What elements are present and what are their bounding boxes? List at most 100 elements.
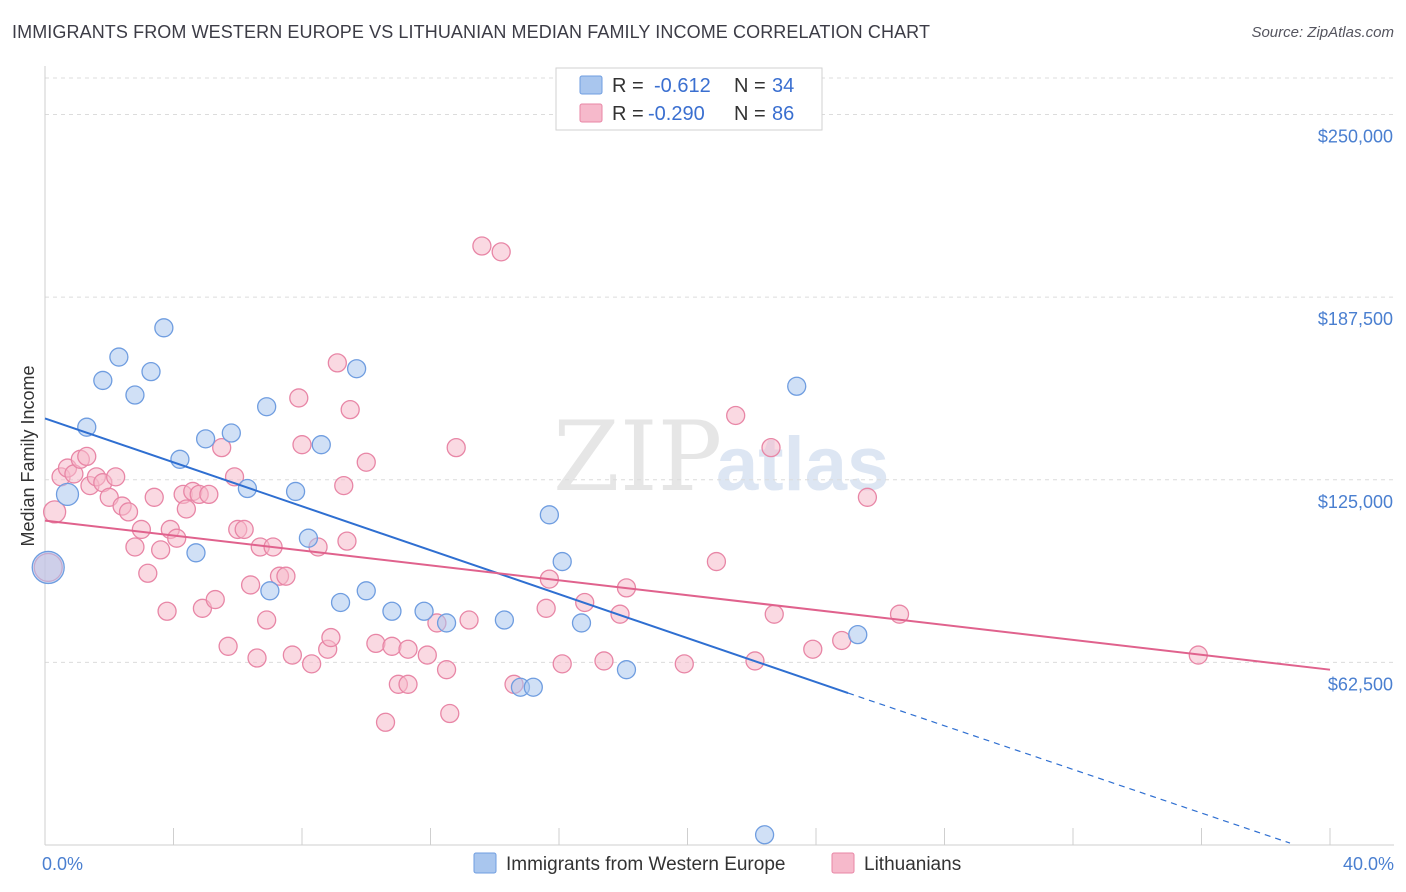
point-lithuanian: [125, 537, 145, 557]
axes: [44, 66, 1394, 846]
bottom-legend-swatch-blue: [473, 852, 497, 874]
point-lithuanian: [199, 484, 219, 505]
legend-r-label-2: R =: [612, 103, 644, 125]
point-lithuanian: [276, 566, 296, 586]
legend-r-value-1: -0.612: [654, 75, 711, 97]
point-lithuanian: [356, 452, 376, 472]
point-lithuanian: [440, 703, 460, 724]
point-western-europe: [260, 581, 280, 601]
point-western-europe: [356, 581, 376, 601]
point-lithuanian: [334, 475, 354, 496]
point-western-europe: [285, 481, 306, 502]
point-lithuanian: [761, 437, 781, 458]
point-western-europe: [552, 551, 572, 572]
y-axis-title: Median Family Income: [18, 365, 38, 546]
legend-n-label-2: N =: [734, 103, 766, 125]
trend-line-western-europe: [44, 417, 849, 695]
point-lithuanian: [205, 589, 225, 610]
point-lithuanian: [594, 651, 614, 671]
point-lithuanian: [282, 645, 303, 665]
bottom-legend-swatch-pink: [831, 852, 855, 874]
x-tick-label-min: 0.0%: [42, 854, 83, 874]
watermark-zip: ZIP: [553, 401, 722, 513]
point-lithuanian: [459, 610, 479, 630]
point-lithuanian: [417, 645, 437, 665]
legend-r-label-1: R =: [612, 75, 644, 97]
point-lithuanian: [138, 563, 158, 583]
point-lithuanian: [212, 437, 232, 458]
point-lithuanian: [340, 399, 360, 420]
point-western-europe: [154, 318, 174, 338]
point-lithuanian: [218, 636, 238, 656]
point-lithuanian: [491, 242, 511, 262]
top-legend: R = -0.612 N = 34 R = -0.290 N = 86: [555, 67, 823, 131]
point-western-europe: [170, 449, 190, 469]
point-lithuanian: [398, 639, 418, 659]
point-lithuanian: [327, 353, 347, 373]
point-western-europe: [141, 362, 161, 382]
point-lithuanian: [398, 674, 418, 694]
point-western-europe: [257, 397, 277, 417]
point-lithuanian: [536, 598, 556, 618]
point-lithuanian: [674, 654, 694, 674]
legend-swatch-pink: [579, 103, 603, 123]
grid-lines: [45, 77, 1394, 663]
point-lithuanian: [150, 540, 171, 560]
bottom-legend-label-pink: Lithuanians: [864, 854, 961, 875]
y-tick-label: $62,500: [1328, 674, 1393, 694]
point-lithuanian: [382, 636, 402, 656]
point-western-europe: [571, 613, 592, 633]
point-western-europe: [186, 543, 206, 563]
point-western-europe: [93, 370, 113, 391]
point-lithuanian: [803, 639, 823, 659]
bottom-legend-label-blue: Immigrants from Western Europe: [506, 854, 785, 875]
point-western-europe: [539, 505, 560, 525]
point-western-europe: [754, 825, 775, 845]
point-lithuanian: [144, 487, 164, 507]
point-western-europe: [616, 660, 637, 680]
point-lithuanian: [366, 633, 386, 654]
y-tick-labels: $62,500 $125,000 $187,500 $250,000: [1318, 127, 1393, 695]
point-lithuanian: [301, 654, 322, 674]
point-lithuanian: [131, 519, 152, 540]
trend-line-western-europe-extension: [847, 692, 1291, 844]
point-western-europe: [330, 592, 351, 613]
point-lithuanian: [552, 654, 572, 674]
point-lithuanian: [436, 660, 457, 680]
point-western-europe: [523, 677, 543, 697]
y-tick-label: $125,000: [1318, 492, 1393, 512]
point-lithuanian: [118, 502, 139, 522]
point-western-europe: [298, 528, 319, 548]
point-lithuanian: [106, 467, 126, 487]
point-western-europe: [382, 601, 402, 621]
point-lithuanian: [157, 601, 177, 621]
point-lithuanian: [176, 499, 197, 519]
trend-line-lithuanian: [44, 519, 1331, 671]
point-lithuanian: [167, 528, 187, 548]
y-tick-label: $187,500: [1318, 309, 1393, 329]
point-western-europe: [848, 624, 868, 645]
point-western-europe: [494, 610, 515, 630]
point-lithuanian: [375, 712, 396, 732]
point-western-europe: [125, 385, 145, 405]
point-lithuanian: [289, 388, 309, 408]
point-western-europe: [787, 376, 807, 396]
point-lithuanian: [240, 575, 261, 595]
source-label: Source: ZipAtlas.com: [1251, 24, 1394, 41]
point-lithuanian: [234, 519, 254, 540]
point-lithuanian: [337, 531, 357, 551]
point-lithuanian: [257, 610, 277, 630]
point-lithuanian: [42, 500, 67, 524]
point-western-europe: [109, 347, 129, 367]
trend-lines: [44, 417, 1331, 844]
point-lithuanian: [472, 236, 492, 256]
bottom-legend: Immigrants from Western Europe Lithuania…: [473, 852, 961, 875]
y-tick-label: $250,000: [1318, 127, 1393, 147]
point-lithuanian: [292, 435, 312, 455]
point-lithuanian: [726, 405, 746, 426]
point-western-europe: [346, 359, 367, 379]
legend-n-value-2: 86: [772, 103, 794, 125]
point-western-europe: [55, 482, 80, 507]
point-lithuanian: [706, 551, 727, 572]
